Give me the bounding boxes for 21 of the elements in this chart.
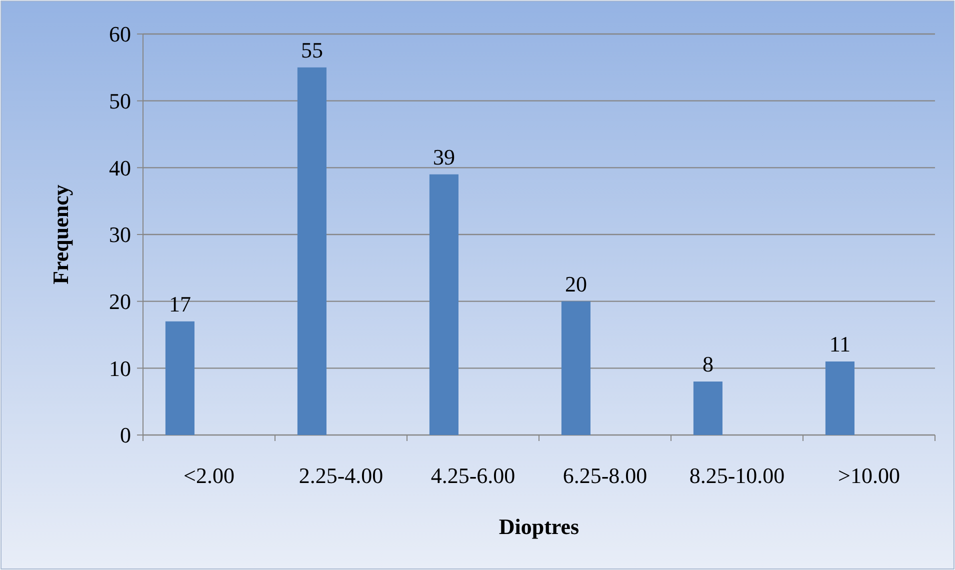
y-axis-title: Frequency xyxy=(48,184,73,284)
y-tick-label: 0 xyxy=(120,422,131,448)
x-axis-title: Dioptres xyxy=(498,514,580,539)
y-tick-label: 10 xyxy=(109,356,131,381)
y-tick-label: 30 xyxy=(109,222,131,248)
data-label: 17 xyxy=(168,291,191,316)
data-label: 39 xyxy=(432,144,455,170)
x-tick-label: 6.25-8.00 xyxy=(562,463,648,488)
x-tick-label: <2.00 xyxy=(184,463,234,488)
y-tick-label: 40 xyxy=(109,155,131,180)
y-tick-label: 20 xyxy=(109,289,131,314)
x-tick-label: 8.25-10.00 xyxy=(689,463,785,488)
data-label: 11 xyxy=(829,331,851,356)
data-label: 55 xyxy=(300,37,323,62)
data-label: 20 xyxy=(564,271,587,296)
data-label: 8 xyxy=(702,352,714,377)
x-tick-label: >10.00 xyxy=(838,463,900,488)
y-tick-label: 60 xyxy=(109,22,131,47)
y-tick-label: 50 xyxy=(109,88,131,114)
x-tick-label: 2.25-4.00 xyxy=(298,463,384,488)
x-tick-label: 4.25-6.00 xyxy=(430,463,516,488)
